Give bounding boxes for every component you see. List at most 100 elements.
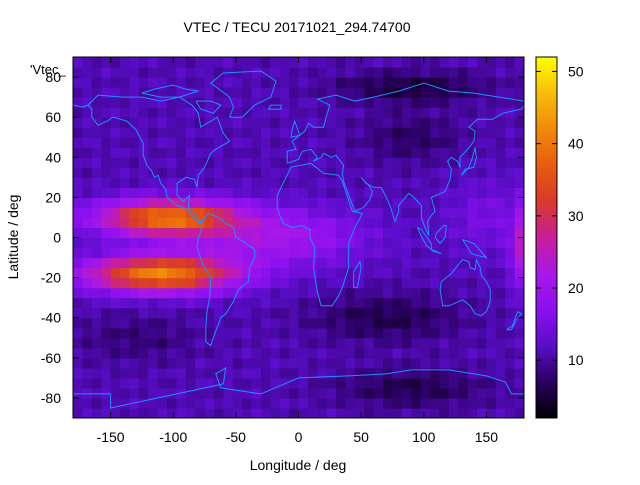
- heatmap-cell: [289, 87, 300, 98]
- heatmap-cell: [82, 407, 93, 418]
- heatmap-cell: [157, 67, 168, 78]
- heatmap-cell: [354, 397, 365, 409]
- heatmap-cell: [242, 287, 253, 299]
- heatmap-cell: [148, 87, 159, 98]
- heatmap-cell: [383, 57, 394, 68]
- heatmap-cell: [204, 257, 215, 269]
- heatmap-cell: [458, 77, 469, 88]
- heatmap-cell: [129, 357, 140, 369]
- heatmap-cell: [345, 357, 356, 369]
- heatmap-cell: [185, 337, 196, 349]
- heatmap-cell: [298, 397, 309, 409]
- heatmap-cell: [242, 97, 253, 108]
- heatmap-cell: [486, 227, 497, 239]
- heatmap-cell: [420, 377, 431, 389]
- heatmap-cell: [73, 407, 83, 418]
- heatmap-cell: [270, 67, 281, 78]
- heatmap-cell: [514, 277, 524, 289]
- heatmap-cell: [138, 337, 149, 349]
- heatmap-cell: [289, 397, 300, 409]
- heatmap-cell: [260, 367, 271, 379]
- heatmap-cell: [448, 247, 459, 259]
- heatmap-cell: [195, 137, 206, 148]
- heatmap-cell: [73, 177, 83, 188]
- heatmap-cell: [119, 217, 130, 229]
- coastline: [434, 225, 447, 245]
- heatmap-cell: [401, 397, 412, 409]
- heatmap-cell: [176, 137, 187, 148]
- heatmap-cell: [270, 147, 281, 158]
- heatmap-cell: [392, 247, 403, 259]
- heatmap-cell: [185, 97, 196, 108]
- heatmap-cell: [73, 257, 83, 269]
- heatmap-cell: [467, 327, 478, 339]
- heatmap-cell: [307, 207, 318, 219]
- heatmap-cell: [486, 127, 497, 138]
- heatmap-cell: [317, 147, 328, 158]
- heatmap-cell: [91, 367, 102, 379]
- heatmap-cell: [101, 97, 112, 108]
- coastline: [353, 260, 362, 289]
- heatmap-cell: [298, 357, 309, 369]
- heatmap-cell: [298, 237, 309, 249]
- heatmap-cell: [242, 297, 253, 309]
- heatmap-cell: [495, 307, 506, 319]
- heatmap-cell: [495, 287, 506, 299]
- heatmap-cell: [495, 167, 506, 178]
- heatmap-cell: [505, 297, 516, 309]
- heatmap-cell: [354, 97, 365, 108]
- heatmap-cell: [148, 317, 159, 329]
- heatmap-cell: [458, 327, 469, 339]
- heatmap-cell: [279, 407, 290, 418]
- heatmap-cell: [242, 407, 253, 418]
- heatmap-cell: [119, 237, 130, 249]
- heatmap-cell: [73, 77, 83, 88]
- heatmap-cell: [439, 407, 450, 418]
- heatmap-cell: [82, 107, 93, 118]
- heatmap-cell: [101, 327, 112, 339]
- heatmap-cell: [91, 97, 102, 108]
- heatmap-cell: [448, 397, 459, 409]
- heatmap-cell: [383, 77, 394, 88]
- heatmap-cell: [232, 377, 243, 389]
- heatmap-cell: [401, 127, 412, 138]
- heatmap-cell: [401, 367, 412, 379]
- heatmap-cell: [439, 367, 450, 379]
- heatmap-cell: [195, 187, 206, 198]
- heatmap-cell: [129, 267, 140, 279]
- heatmap-cell: [298, 277, 309, 289]
- heatmap-cell: [289, 197, 300, 209]
- heatmap-cell: [242, 217, 253, 229]
- heatmap-cell: [514, 237, 524, 249]
- heatmap-cell: [401, 117, 412, 128]
- heatmap-cell: [204, 407, 215, 418]
- heatmap-cell: [110, 187, 121, 198]
- heatmap-cell: [420, 147, 431, 158]
- heatmap-cell: [364, 387, 375, 399]
- heatmap-cell: [176, 407, 187, 418]
- heatmap-cell: [477, 297, 488, 309]
- heatmap-cell: [148, 367, 159, 379]
- heatmap-cell: [505, 197, 516, 209]
- heatmap-cell: [110, 107, 121, 118]
- heatmap-cell: [298, 307, 309, 319]
- heatmap-cell: [439, 237, 450, 249]
- heatmap-cell: [157, 297, 168, 309]
- heatmap-cell: [251, 357, 262, 369]
- heatmap-cell: [204, 137, 215, 148]
- heatmap-cell: [298, 117, 309, 128]
- heatmap-cell: [176, 57, 187, 68]
- heatmap-cell: [373, 347, 384, 359]
- heatmap-cell: [307, 307, 318, 319]
- heatmap-cell: [232, 247, 243, 259]
- heatmap-cell: [82, 297, 93, 309]
- heatmap-cell: [279, 277, 290, 289]
- coastline: [462, 239, 488, 259]
- heatmap-cell: [307, 167, 318, 178]
- heatmap-cell: [411, 217, 422, 229]
- heatmap-cell: [336, 67, 347, 78]
- heatmap-cell: [176, 367, 187, 379]
- heatmap-cell: [129, 167, 140, 178]
- heatmap-cell: [223, 327, 234, 339]
- heatmap-cell: [364, 317, 375, 329]
